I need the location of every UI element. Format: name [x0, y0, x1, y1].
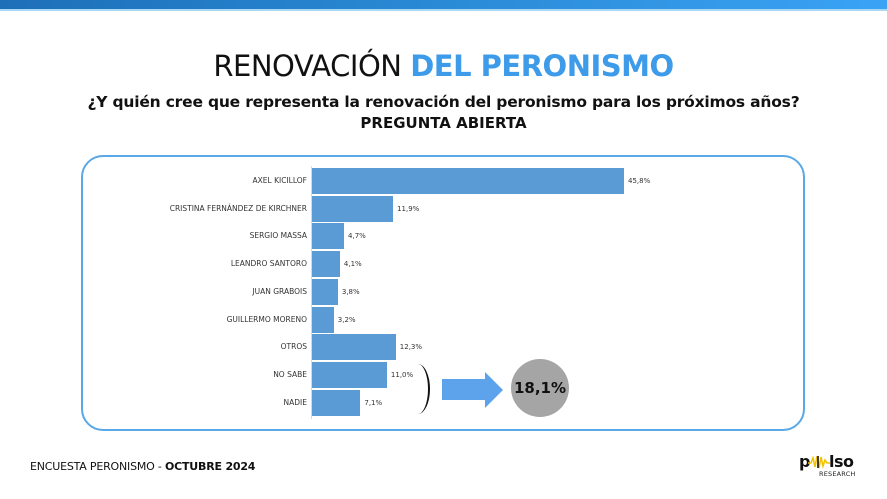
footer-caption: ENCUESTA PERONISMO - OCTUBRE 2024	[30, 460, 255, 473]
logo-subtitle: RESEARCH	[819, 470, 856, 478]
bar	[312, 278, 338, 305]
bar	[312, 361, 387, 388]
combined-total-badge: 18,1%	[511, 359, 569, 417]
logo-prefix: p	[799, 452, 810, 471]
category-label: CRISTINA FERNÁNDEZ DE KIRCHNER	[169, 203, 307, 213]
value-label: 4,7%	[348, 232, 366, 241]
pulse-wave-icon	[808, 455, 830, 469]
question-type: PREGUNTA ABIERTA	[360, 114, 527, 132]
bar-row: AXEL KICILLOF 45,8%	[0, 168, 887, 194]
bar-row: LEANDRO SANTORO 4,1%	[0, 251, 887, 278]
category-label: OTROS	[280, 342, 307, 352]
category-label: AXEL KICILLOF	[252, 176, 307, 185]
logo-suffix: lso	[828, 452, 854, 471]
bar	[312, 195, 394, 222]
value-label: 11,0%	[390, 370, 414, 379]
top-accent-bar	[0, 0, 887, 9]
bracket-annotation	[406, 364, 430, 414]
bar	[312, 223, 345, 250]
footer-date: OCTUBRE 2024	[164, 460, 256, 473]
arrow-right-icon	[442, 372, 503, 408]
category-label: NO SABE	[273, 369, 307, 379]
value-label: 11,9%	[397, 204, 420, 213]
value-label: 3,8%	[341, 287, 360, 296]
bar	[312, 334, 396, 361]
bar	[312, 251, 340, 278]
bar	[312, 168, 624, 194]
survey-question: ¿Y quién cree que representa la renovaci…	[87, 93, 800, 111]
category-label: LEANDRO SANTORO	[230, 259, 307, 269]
bar-row: GUILLERMO MORENO 3,2%	[0, 306, 887, 333]
bar-row: CRISTINA FERNÁNDEZ DE KIRCHNER 11,9%	[0, 195, 887, 222]
logo-wordmark: p lso	[799, 452, 854, 471]
value-label: 7,1%	[364, 398, 383, 407]
value-label: 4,1%	[343, 260, 362, 269]
bar	[312, 306, 334, 333]
footer-survey: ENCUESTA PERONISMO -	[30, 460, 165, 473]
category-label: SERGIO MASSA	[249, 231, 307, 241]
bar-row: JUAN GRABOIS 3,8%	[0, 278, 887, 305]
category-axis	[311, 166, 312, 419]
page-title: RENOVACIÓN DEL PERONISMO	[0, 49, 887, 83]
top-accent-line	[0, 9, 887, 11]
bar-row: NO SABE 11,0%	[0, 361, 887, 388]
value-label: 12,3%	[399, 343, 423, 352]
bar	[312, 389, 361, 416]
value-label: 45,8%	[628, 177, 651, 185]
value-label: 3,2%	[337, 315, 356, 324]
category-label: GUILLERMO MORENO	[226, 314, 307, 324]
combined-total-value: 18,1%	[513, 379, 567, 397]
bar-row: OTROS 12,3%	[0, 334, 887, 361]
title-plain: RENOVACIÓN	[213, 49, 402, 83]
title-accent: DEL PERONISMO	[410, 49, 674, 83]
pulso-research-logo: p lso RESEARCH	[799, 452, 859, 482]
category-label: NADIE	[283, 397, 307, 407]
category-label: JUAN GRABOIS	[252, 286, 307, 296]
bar-row: SERGIO MASSA 4,7%	[0, 223, 887, 250]
bar-row: NADIE 7,1%	[0, 389, 887, 416]
